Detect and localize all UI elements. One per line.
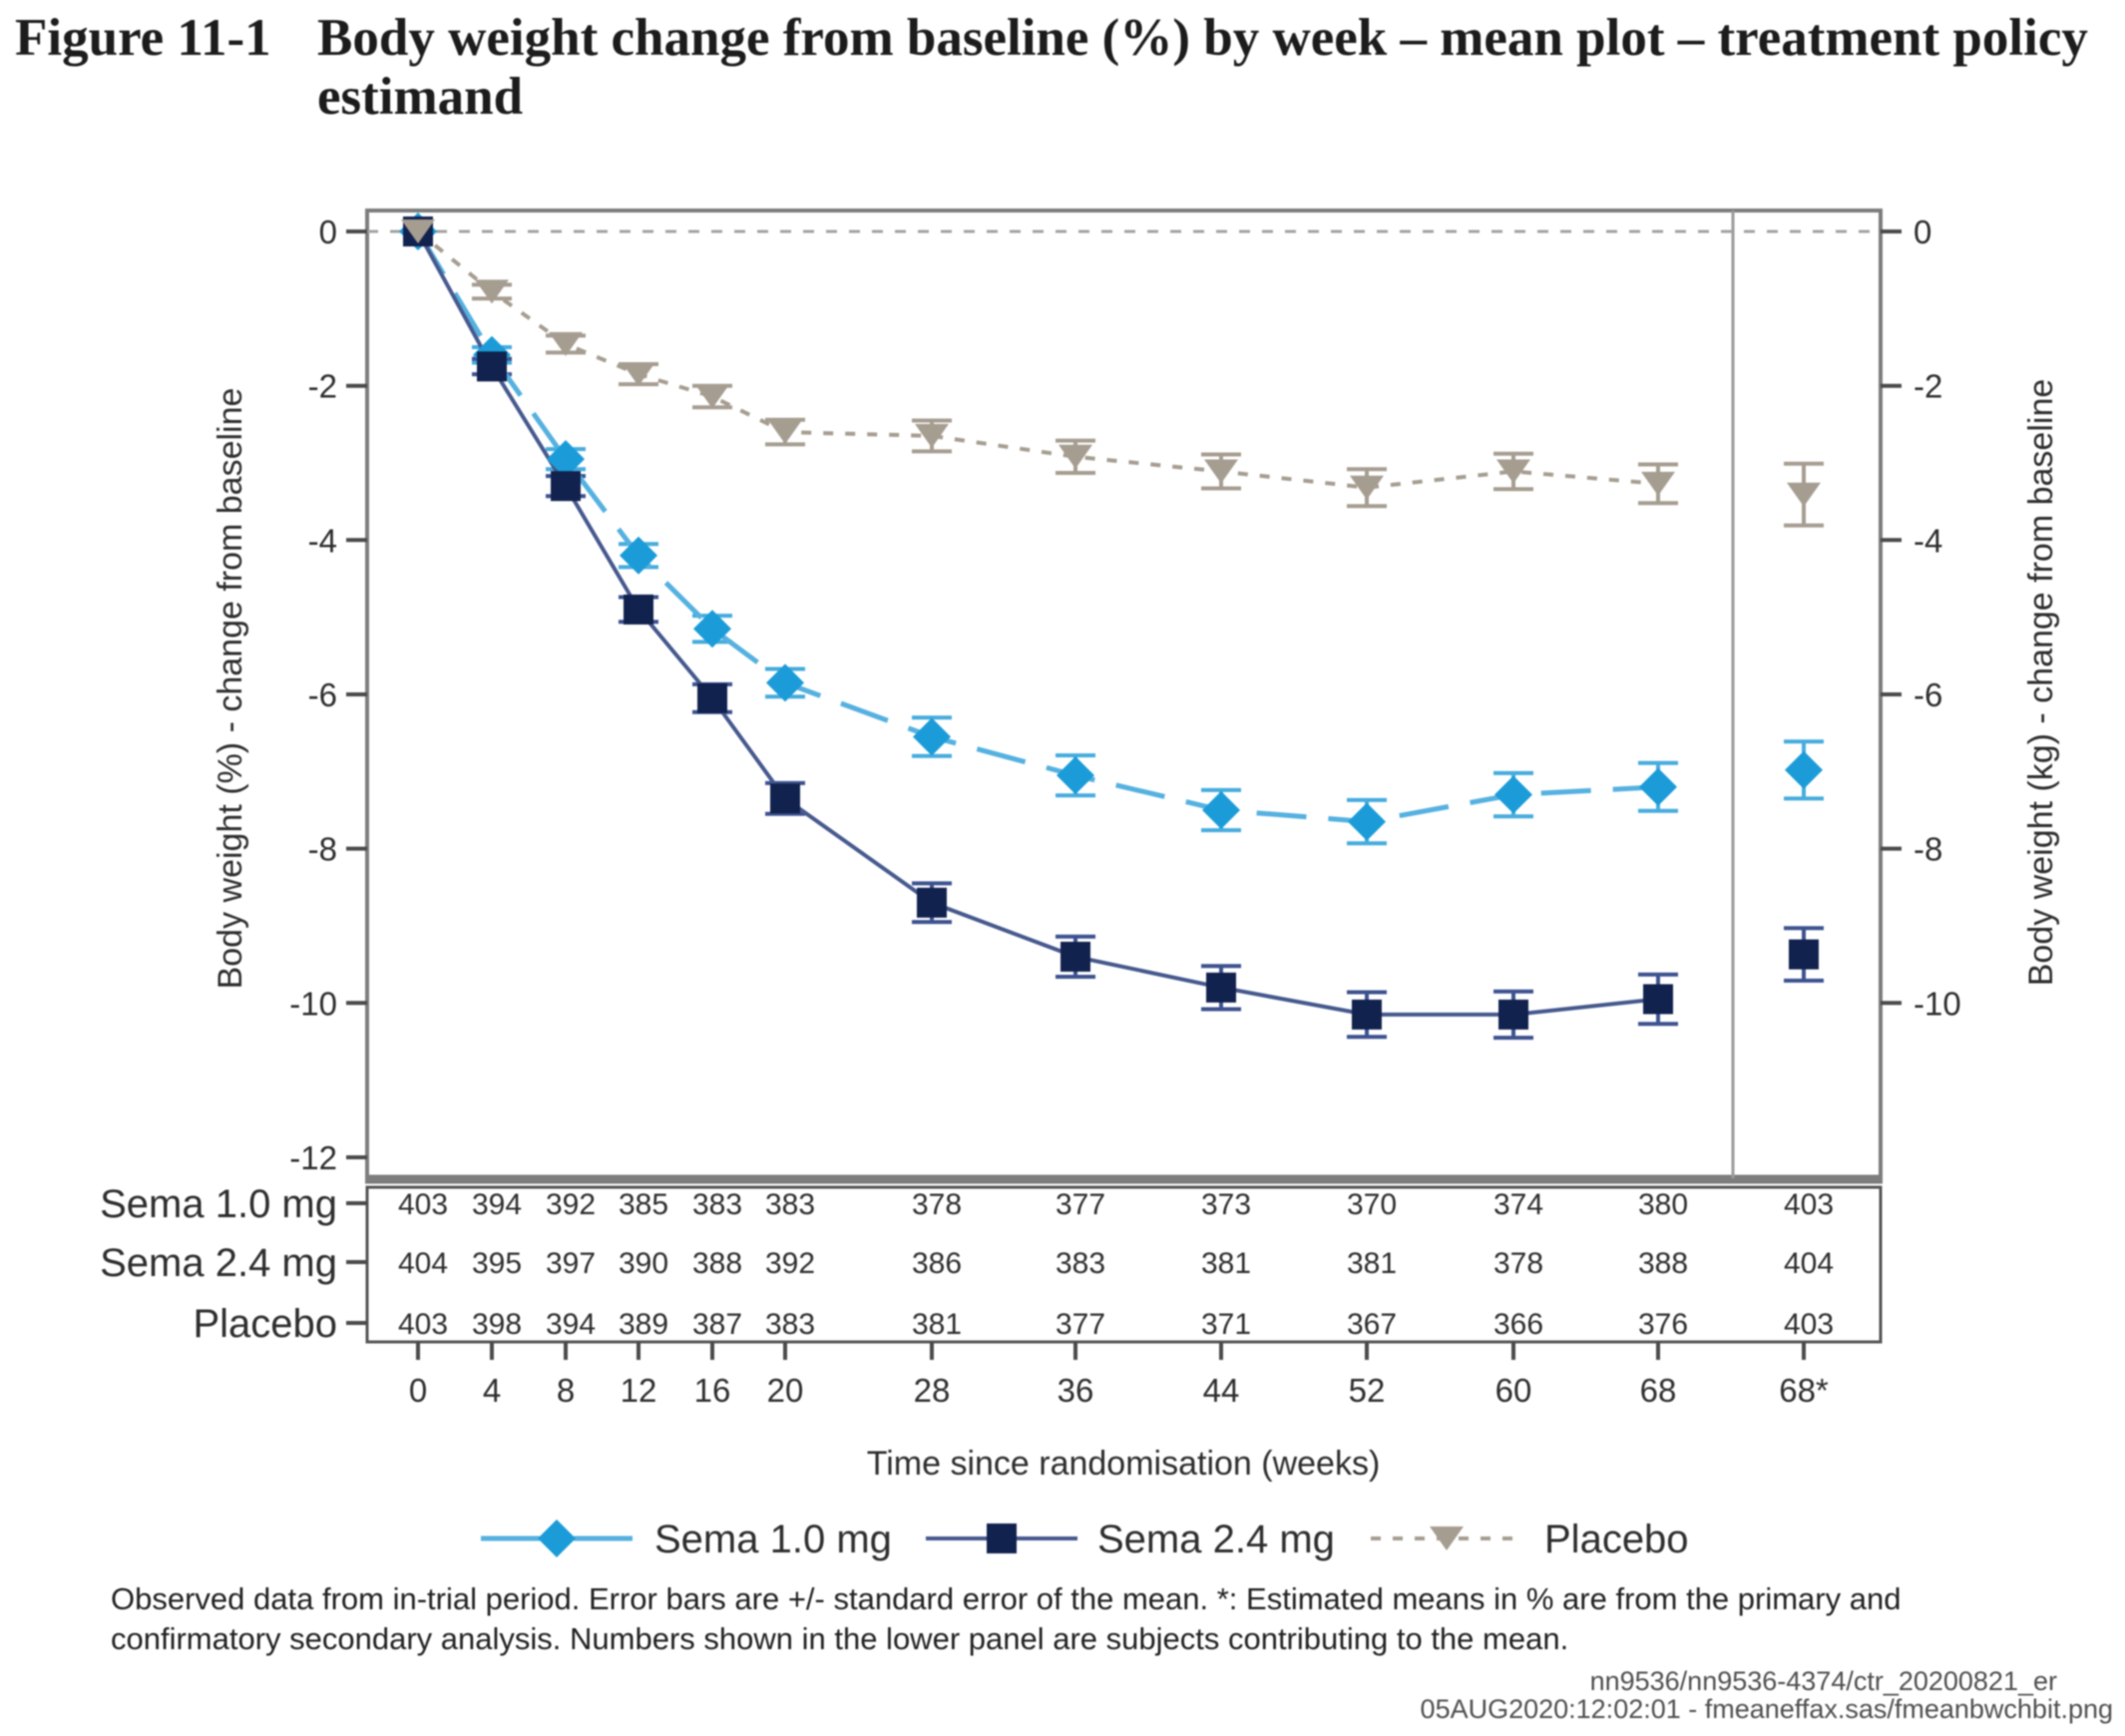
svg-text:392: 392 xyxy=(546,1188,596,1221)
svg-text:20: 20 xyxy=(767,1372,804,1409)
svg-text:-10: -10 xyxy=(1913,985,1961,1022)
svg-text:68: 68 xyxy=(1640,1372,1677,1409)
svg-text:Placebo: Placebo xyxy=(193,1302,337,1346)
svg-text:388: 388 xyxy=(1638,1247,1688,1280)
svg-text:36: 36 xyxy=(1058,1372,1094,1409)
svg-text:381: 381 xyxy=(912,1308,962,1341)
svg-text:16: 16 xyxy=(694,1372,731,1409)
svg-text:380: 380 xyxy=(1638,1188,1688,1221)
svg-text:-8: -8 xyxy=(308,831,337,868)
svg-text:383: 383 xyxy=(765,1308,815,1341)
svg-text:371: 371 xyxy=(1201,1308,1251,1341)
svg-text:-10: -10 xyxy=(289,985,337,1022)
svg-text:383: 383 xyxy=(692,1188,742,1221)
svg-text:60: 60 xyxy=(1495,1372,1532,1409)
svg-text:386: 386 xyxy=(912,1247,962,1280)
svg-text:394: 394 xyxy=(546,1308,596,1341)
svg-text:0: 0 xyxy=(1913,214,1931,250)
svg-text:392: 392 xyxy=(765,1247,815,1280)
svg-text:381: 381 xyxy=(1347,1247,1397,1280)
svg-text:Sema 2.4 mg: Sema 2.4 mg xyxy=(100,1241,337,1285)
svg-text:373: 373 xyxy=(1201,1188,1251,1221)
svg-text:nn9536/nn9536-4374/ctr_2020082: nn9536/nn9536-4374/ctr_20200821_er xyxy=(1590,1666,2057,1696)
svg-text:370: 370 xyxy=(1347,1188,1397,1221)
svg-text:estimand: estimand xyxy=(317,68,523,126)
svg-text:Placebo: Placebo xyxy=(1544,1518,1689,1561)
svg-text:385: 385 xyxy=(619,1188,668,1221)
svg-text:389: 389 xyxy=(619,1308,668,1341)
svg-text:376: 376 xyxy=(1638,1308,1688,1341)
svg-text:397: 397 xyxy=(546,1247,596,1280)
svg-text:403: 403 xyxy=(1784,1308,1834,1341)
svg-text:383: 383 xyxy=(1056,1247,1105,1280)
svg-text:52: 52 xyxy=(1349,1372,1386,1409)
svg-text:8: 8 xyxy=(557,1372,575,1409)
svg-text:confirmatory secondary analysi: confirmatory secondary analysis. Numbers… xyxy=(111,1621,1568,1656)
svg-text:Observed data from in-trial pe: Observed data from in-trial period. Erro… xyxy=(111,1581,1901,1616)
svg-text:28: 28 xyxy=(914,1372,951,1409)
svg-text:-6: -6 xyxy=(1913,676,1942,713)
svg-text:4: 4 xyxy=(483,1372,501,1409)
svg-text:403: 403 xyxy=(1784,1188,1834,1221)
svg-text:388: 388 xyxy=(692,1247,742,1280)
svg-text:Body weight (kg) - change from: Body weight (kg) - change from baseline xyxy=(2022,379,2060,987)
svg-text:-4: -4 xyxy=(1913,522,1942,559)
svg-text:Time since randomisation (week: Time since randomisation (weeks) xyxy=(867,1445,1381,1483)
svg-text:377: 377 xyxy=(1056,1308,1105,1341)
svg-text:Figure 11-1: Figure 11-1 xyxy=(15,9,271,67)
svg-text:-2: -2 xyxy=(308,368,337,405)
svg-text:377: 377 xyxy=(1056,1188,1105,1221)
svg-text:374: 374 xyxy=(1493,1188,1543,1221)
svg-text:398: 398 xyxy=(472,1308,522,1341)
svg-text:-2: -2 xyxy=(1913,368,1942,405)
svg-text:44: 44 xyxy=(1203,1372,1240,1409)
svg-text:Sema 1.0 mg: Sema 1.0 mg xyxy=(654,1518,892,1561)
svg-text:381: 381 xyxy=(1201,1247,1251,1280)
svg-text:390: 390 xyxy=(619,1247,668,1280)
svg-text:0: 0 xyxy=(319,214,337,250)
svg-text:Body weight change from baseli: Body weight change from baseline (%) by … xyxy=(317,9,2088,67)
svg-text:68*: 68* xyxy=(1779,1372,1829,1409)
svg-text:-12: -12 xyxy=(289,1139,337,1176)
svg-text:395: 395 xyxy=(472,1247,522,1280)
svg-text:404: 404 xyxy=(398,1247,448,1280)
svg-text:403: 403 xyxy=(398,1308,448,1341)
svg-text:05AUG2020:12:02:01 - fmeaneffa: 05AUG2020:12:02:01 - fmeaneffax.sas/fmea… xyxy=(1421,1694,2113,1724)
svg-text:12: 12 xyxy=(621,1372,657,1409)
svg-text:378: 378 xyxy=(1493,1247,1543,1280)
svg-text:403: 403 xyxy=(398,1188,448,1221)
svg-text:394: 394 xyxy=(472,1188,522,1221)
svg-text:-4: -4 xyxy=(308,522,337,559)
svg-text:Sema 1.0 mg: Sema 1.0 mg xyxy=(100,1182,337,1226)
svg-text:383: 383 xyxy=(765,1188,815,1221)
svg-text:378: 378 xyxy=(912,1188,962,1221)
svg-text:-6: -6 xyxy=(308,676,337,713)
svg-text:Sema 2.4 mg: Sema 2.4 mg xyxy=(1097,1518,1335,1561)
svg-text:0: 0 xyxy=(409,1372,427,1409)
svg-text:367: 367 xyxy=(1347,1308,1397,1341)
svg-text:404: 404 xyxy=(1784,1247,1834,1280)
svg-text:366: 366 xyxy=(1493,1308,1543,1341)
svg-text:387: 387 xyxy=(692,1308,742,1341)
svg-text:Body weight (%) - change from: Body weight (%) - change from baseline xyxy=(212,388,249,990)
svg-text:-8: -8 xyxy=(1913,831,1942,868)
